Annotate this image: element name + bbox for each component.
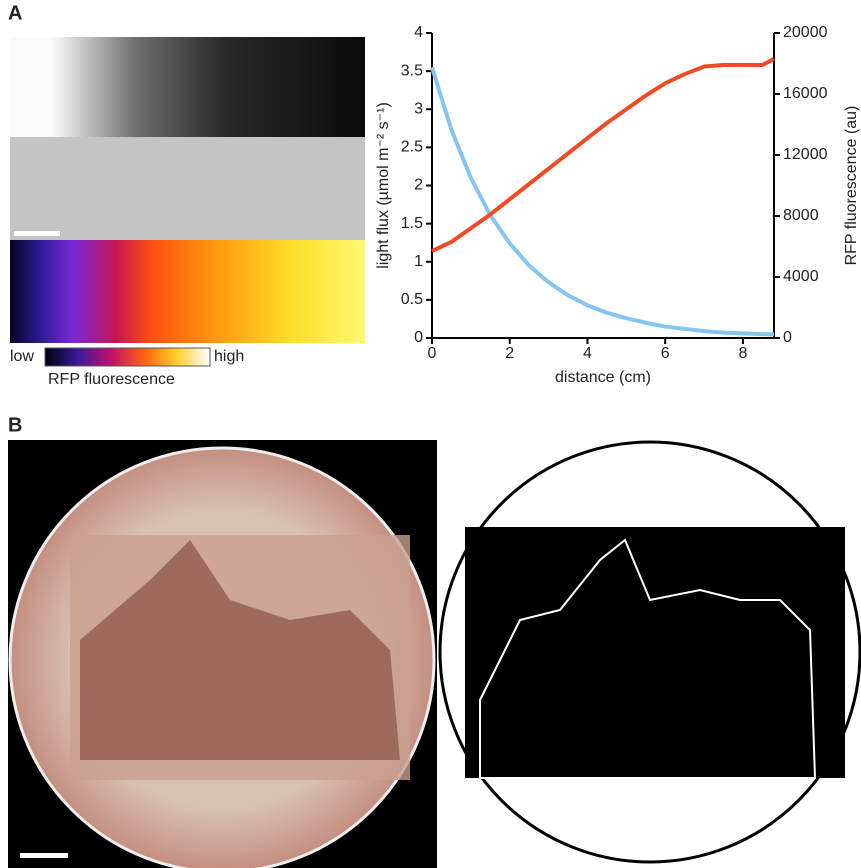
y2-tick-label: 4000 xyxy=(783,268,819,285)
light-gradient-image xyxy=(10,37,365,137)
fluorescence-image xyxy=(10,240,365,343)
series-line xyxy=(432,59,774,251)
scale-bar xyxy=(14,231,60,236)
colorbar-low: low xyxy=(10,348,34,365)
y2-axis-label: RFP fluorescence (au) xyxy=(843,106,860,266)
scale-bar xyxy=(20,853,68,858)
y-tick-label: 3 xyxy=(414,100,423,117)
panel-label: A xyxy=(8,2,22,24)
mask-image xyxy=(465,527,845,778)
colorbar-high: high xyxy=(214,348,244,365)
colorbar-title: RFP fluorescence xyxy=(48,371,175,388)
y2-tick-label: 8000 xyxy=(783,207,819,224)
y-axis-label: light flux (µmol m⁻² s⁻¹) xyxy=(375,102,392,269)
y-tick-label: 2.5 xyxy=(401,139,423,156)
x-tick-label: 0 xyxy=(428,345,437,362)
x-tick-label: 4 xyxy=(583,345,592,362)
y-tick-label: 4 xyxy=(414,24,423,41)
x-tick-label: 8 xyxy=(738,345,747,362)
y-tick-label: 1 xyxy=(414,253,423,270)
y-tick-label: 2 xyxy=(414,177,423,194)
y-tick-label: 0 xyxy=(414,329,423,346)
plate-image xyxy=(10,137,365,240)
y-tick-label: 1.5 xyxy=(401,215,423,232)
x-tick-label: 6 xyxy=(661,345,670,362)
y-tick-label: 3.5 xyxy=(401,62,423,79)
x-axis-label: distance (cm) xyxy=(555,369,651,386)
y2-tick-label: 12000 xyxy=(783,146,828,163)
y2-tick-label: 20000 xyxy=(783,24,828,41)
series-line xyxy=(432,67,774,334)
colorbar xyxy=(45,348,210,366)
panel-label: B xyxy=(8,414,22,436)
figure: A low high RFP fluorescence B 0 0.5 1 1.5 2 2… xyxy=(0,0,861,868)
y-tick-label: 0.5 xyxy=(401,291,423,308)
y2-tick-label: 0 xyxy=(783,329,792,346)
y2-tick-label: 16000 xyxy=(783,85,828,102)
x-tick-label: 2 xyxy=(505,345,514,362)
